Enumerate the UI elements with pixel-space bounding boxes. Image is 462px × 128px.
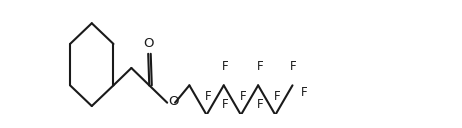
Text: F: F	[222, 98, 229, 111]
Text: F: F	[301, 86, 308, 99]
Text: F: F	[239, 127, 246, 128]
Text: F: F	[256, 60, 263, 73]
Text: F: F	[205, 90, 212, 103]
Text: O: O	[144, 38, 154, 50]
Text: F: F	[239, 90, 246, 103]
Text: O: O	[168, 95, 179, 108]
Text: F: F	[274, 90, 280, 103]
Text: F: F	[274, 127, 280, 128]
Text: F: F	[222, 60, 229, 73]
Text: F: F	[256, 98, 263, 111]
Text: F: F	[205, 127, 212, 128]
Text: F: F	[290, 60, 297, 73]
